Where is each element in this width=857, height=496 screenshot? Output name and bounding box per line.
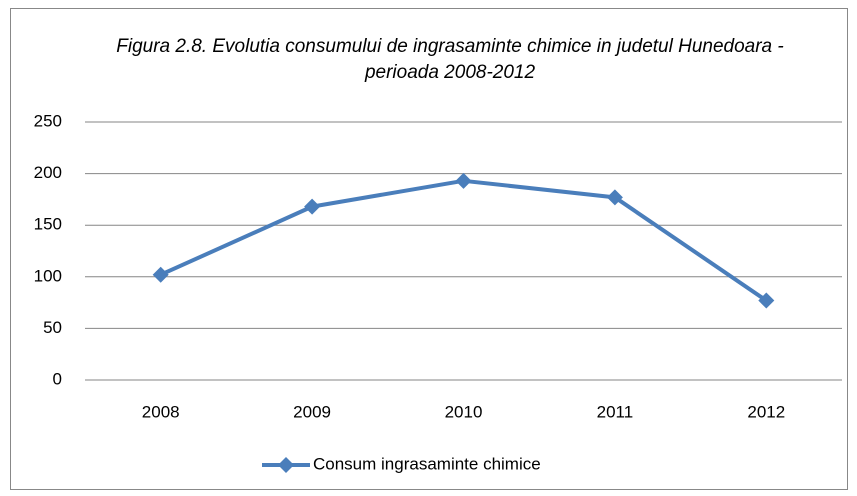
- chart-title: Figura 2.8. Evolutia consumului de ingra…: [116, 36, 784, 83]
- y-tick-label: 100: [34, 266, 62, 285]
- data-point: [606, 189, 623, 206]
- y-tick-label: 200: [34, 163, 62, 182]
- legend-label: Consum ingrasaminte chimice: [313, 454, 541, 473]
- legend-marker: [278, 457, 294, 473]
- x-tick-label: 2008: [142, 402, 180, 421]
- y-tick-label: 150: [34, 215, 62, 234]
- x-tick-label: 2012: [747, 402, 785, 421]
- data-point: [758, 292, 775, 309]
- y-tick-label: 50: [43, 318, 62, 337]
- y-tick-label: 250: [34, 111, 62, 130]
- x-tick-label: 2010: [445, 402, 483, 421]
- chart-border: [10, 8, 848, 490]
- data-point: [152, 266, 169, 283]
- data-point: [455, 172, 472, 189]
- y-tick-label: 0: [53, 369, 62, 388]
- x-tick-label: 2009: [293, 402, 331, 421]
- x-tick-label: 2011: [597, 402, 634, 421]
- data-point: [304, 198, 321, 215]
